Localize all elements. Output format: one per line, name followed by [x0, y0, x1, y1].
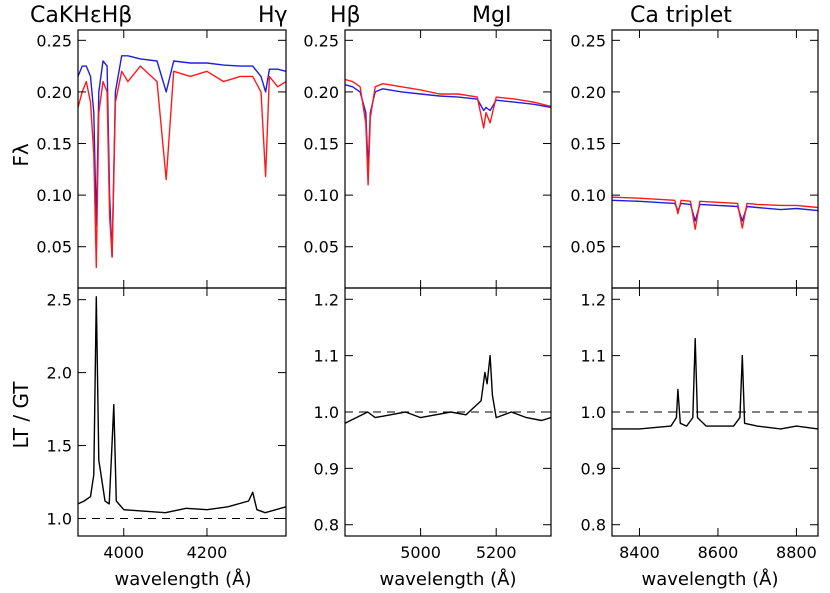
panel-top-right: 0.05 0.10 0.15 0.20 0.25 [570, 29, 819, 289]
y-tick-label: 0.9 [314, 459, 339, 478]
series-line-0 [344, 354, 552, 424]
title-col2-left: Hβ [330, 3, 361, 28]
series-line-0 [612, 338, 819, 430]
series-line-1 [77, 65, 287, 269]
plot-frame [344, 29, 552, 289]
x-tick-label: 5200 [476, 543, 517, 562]
series-line-0 [77, 296, 287, 514]
y-tick-label: 1.5 [47, 437, 72, 456]
y-tick-label: 0.05 [570, 238, 606, 257]
panel-bottom-left: 4000 4200 1.0 1.5 2.0 2.5 [47, 287, 287, 562]
plot-frame [611, 29, 819, 289]
y-tick-label: 0.10 [570, 186, 606, 205]
y-tick-label: 1.2 [581, 290, 606, 309]
series-line-0 [77, 55, 287, 258]
title-col3: Ca triplet [630, 3, 732, 28]
series-line-1 [344, 78, 552, 186]
series-line-0 [344, 84, 552, 170]
y-tick-label: 0.25 [36, 31, 72, 50]
y-tick-label: 2.5 [47, 291, 72, 310]
y-tick-label: 0.05 [36, 238, 72, 257]
series-line-1 [611, 196, 819, 230]
title-col1-right: Hγ [258, 3, 288, 28]
series-line-0 [611, 199, 819, 222]
y-tick-label: 0.20 [570, 83, 606, 102]
x-tick-label: 8400 [619, 543, 660, 562]
x-tick-label: 8800 [776, 543, 817, 562]
y-tick-label: 1.0 [581, 403, 606, 422]
panel-top-middle: 0.05 0.10 0.15 0.20 0.25 [303, 29, 552, 289]
y-tick-label: 0.10 [36, 186, 72, 205]
y-tick-label: 1.1 [314, 347, 339, 366]
xlabel-left: wavelength (Å) [115, 568, 252, 590]
y-tick-label: 0.25 [570, 31, 606, 50]
x-tick-label: 5000 [400, 543, 441, 562]
ylabel-bottom: LT / GT [9, 381, 33, 449]
x-tick-label: 4000 [103, 543, 144, 562]
y-tick-label: 0.20 [36, 83, 72, 102]
y-tick-label: 0.9 [581, 459, 606, 478]
y-tick-label: 0.8 [314, 516, 339, 535]
x-tick-label: 8600 [698, 543, 739, 562]
y-tick-label: 0.15 [570, 135, 606, 154]
y-tick-label: 0.05 [303, 238, 339, 257]
y-tick-label: 0.25 [303, 31, 339, 50]
y-tick-label: 0.20 [303, 83, 339, 102]
y-tick-label: 1.1 [581, 347, 606, 366]
xlabel-right: wavelength (Å) [642, 568, 779, 590]
y-tick-label: 1.2 [314, 290, 339, 309]
panel-bottom-middle: 5000 5200 0.8 0.9 1.0 1.1 1.2 [314, 287, 552, 562]
y-tick-label: 0.15 [36, 135, 72, 154]
y-tick-label: 1.0 [314, 403, 339, 422]
y-tick-label: 2.0 [47, 364, 72, 383]
ylabel-top: Fλ [9, 143, 33, 167]
title-col2-right: MgI [472, 3, 511, 28]
x-tick-label: 4200 [187, 543, 228, 562]
title-col1-left: CaKHεHβ [30, 3, 132, 28]
panel-top-left: 0.05 0.10 0.15 0.20 0.25 [36, 29, 287, 289]
y-tick-label: 0.15 [303, 135, 339, 154]
y-tick-label: 0.8 [581, 516, 606, 535]
y-tick-label: 0.10 [303, 186, 339, 205]
xlabel-middle: wavelength (Å) [380, 568, 517, 590]
panel-bottom-right: 8400 8600 8800 0.8 0.9 1.0 1.1 1.2 [581, 287, 819, 562]
y-tick-label: 1.0 [47, 509, 72, 528]
plot-frame [77, 287, 287, 537]
